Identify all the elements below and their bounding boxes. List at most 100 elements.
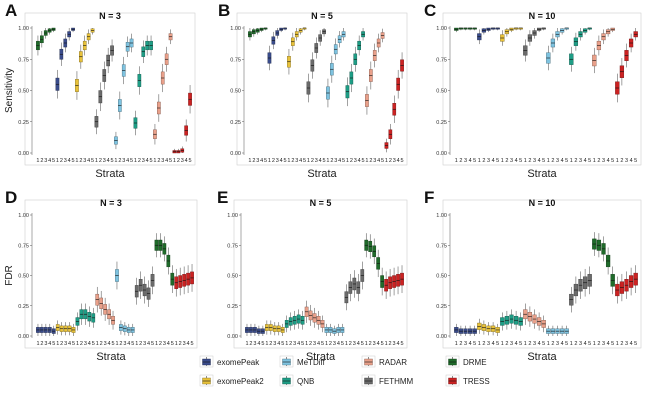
strata-tick-label: 1 [501, 158, 504, 164]
strata-tick-label: 1 [570, 341, 573, 347]
strata-tick-label: 3 [334, 158, 337, 164]
strata-tick-label: 4 [357, 341, 360, 347]
strata-tick-label: 3 [276, 158, 279, 164]
strata-tick-label: 3 [510, 158, 513, 164]
strata-tick-label: 3 [487, 341, 490, 347]
y-tick-label: 0.25 [436, 304, 447, 310]
strata-tick-label: 4 [397, 341, 400, 347]
strata-tick-label: 4 [538, 158, 541, 164]
strata-tick-label: 3 [602, 341, 605, 347]
strata-tick-label: 1 [478, 158, 481, 164]
strata-tick-label: 2 [528, 158, 531, 164]
strata-tick-label: 3 [556, 158, 559, 164]
strata-tick-label: 3 [533, 341, 536, 347]
y-tick-label: 0.50 [230, 89, 241, 95]
strata-tick-label: 2 [60, 341, 63, 347]
strata-tick-label: 2 [269, 341, 272, 347]
strata-tick-label: 2 [272, 158, 275, 164]
x-axis-title: Strata [96, 351, 126, 363]
strata-tick-label: 3 [253, 341, 256, 347]
strata-tick-label: 3 [464, 158, 467, 164]
strata-tick-label: 5 [169, 158, 172, 164]
strata-tick-label: 2 [329, 341, 332, 347]
strata-tick-label: 2 [159, 341, 162, 347]
y-tick-label: 0.00 [436, 334, 447, 340]
strata-tick-label: 3 [44, 341, 47, 347]
strata-tick-label: 3 [393, 158, 396, 164]
strata-tick-label: 5 [361, 341, 364, 347]
strata-tick-label: 5 [323, 158, 326, 164]
strata-tick-label: 5 [52, 341, 55, 347]
panel-frame [442, 12, 642, 166]
strata-tick-label: 2 [99, 158, 102, 164]
y-tick-label: 0.25 [227, 304, 238, 310]
y-tick-label: 0.25 [436, 120, 447, 126]
legend: exomePeak MeTDiff RADAR DRME exomePeak2 QNB FE… [199, 355, 490, 387]
strata-tick-label: 4 [630, 158, 633, 164]
legend-item-RADAR: RADAR [361, 355, 407, 368]
strata-tick-label: 3 [123, 341, 126, 347]
strata-tick-label: 5 [261, 341, 264, 347]
strata-tick-label: 2 [350, 158, 353, 164]
strata-tick-label: 2 [482, 158, 485, 164]
strata-tick-label: 2 [309, 341, 312, 347]
y-tick-label: 0.50 [436, 89, 447, 95]
x-axis-title: Strata [527, 168, 557, 180]
strata-tick-label: 1 [96, 341, 99, 347]
strata-tick-label: 2 [157, 158, 160, 164]
strata-tick-label: 3 [625, 341, 628, 347]
strata-tick-label: 4 [377, 158, 380, 164]
y-tick-label: 0.75 [436, 243, 447, 249]
strata-tick-label: 4 [469, 341, 472, 347]
strata-tick-label: 2 [574, 341, 577, 347]
strata-tick-label: 5 [321, 341, 324, 347]
strata-tick-label: 2 [459, 158, 462, 164]
x-axis-title: Strata [307, 168, 337, 180]
strata-tick-label: 1 [135, 341, 138, 347]
strata-tick-label: 3 [393, 341, 396, 347]
strata-tick-label: 2 [119, 341, 122, 347]
strata-tick-label: 2 [79, 158, 82, 164]
strata-tick-label: 5 [72, 158, 75, 164]
strata-tick-label: 1 [365, 158, 368, 164]
strata-tick-label: 3 [256, 158, 259, 164]
strata-tick-label: 3 [44, 158, 47, 164]
strata-tick-label: 5 [151, 341, 154, 347]
strata-tick-label: 1 [365, 341, 368, 347]
strata-tick-label: 3 [556, 341, 559, 347]
strata-tick-label: 3 [464, 341, 467, 347]
strata-tick-label: 2 [249, 341, 252, 347]
strata-tick-label: 3 [183, 341, 186, 347]
strata-tick-label: 1 [547, 158, 550, 164]
strata-tick-label: 5 [519, 341, 522, 347]
strata-tick-label: 5 [91, 158, 94, 164]
strata-tick-label: 2 [252, 158, 255, 164]
strata-tick-label: 5 [473, 341, 476, 347]
panel-frame [442, 199, 642, 349]
strata-tick-label: 1 [115, 341, 118, 347]
strata-tick-label: 2 [138, 158, 141, 164]
strata-tick-label: 3 [373, 158, 376, 164]
strata-tick-label: 4 [167, 341, 170, 347]
strata-tick-label: 1 [305, 341, 308, 347]
strata-tick-label: 4 [630, 341, 633, 347]
strata-tick-label: 1 [547, 341, 550, 347]
strata-tick-label: 1 [455, 158, 458, 164]
